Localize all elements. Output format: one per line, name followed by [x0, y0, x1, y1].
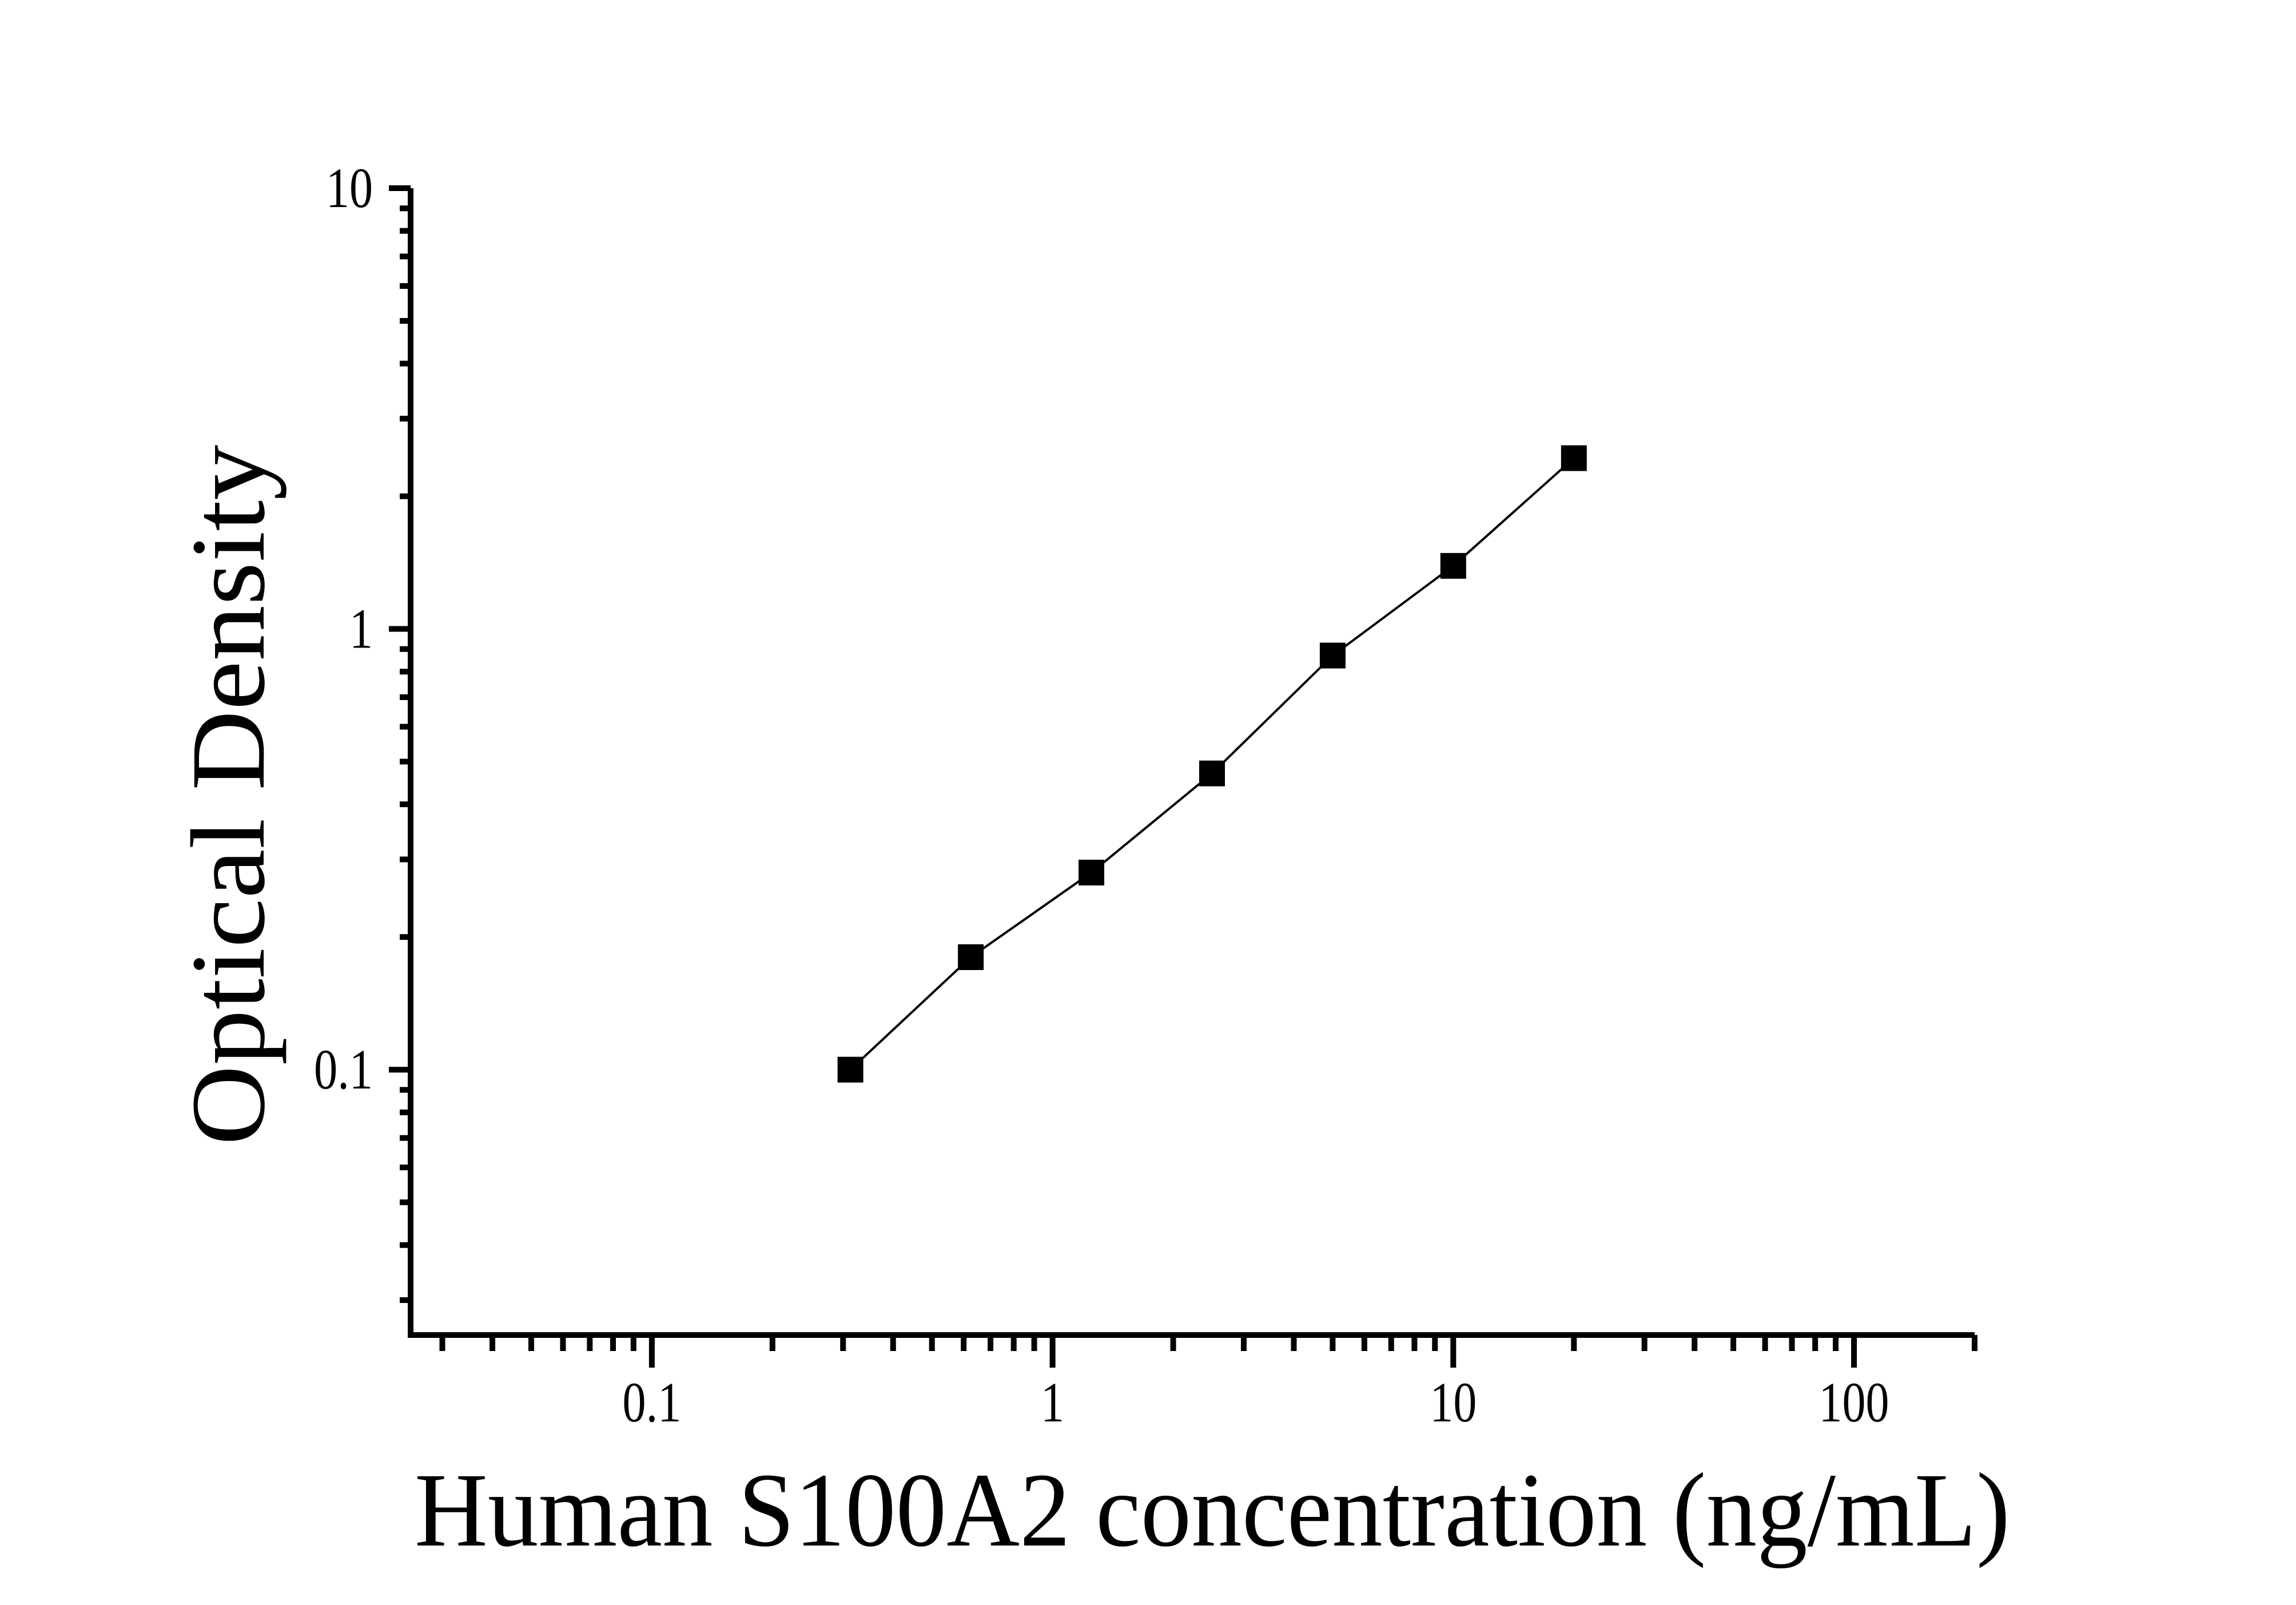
x-tick-label: 100 — [1819, 1370, 1889, 1434]
data-point-marker — [837, 1056, 864, 1083]
data-point-marker — [1440, 553, 1466, 579]
tick-labels-layer: 0.1 1 10 100 0.1 1 10 — [314, 156, 1889, 1434]
x-axis-title: Human S100A2 concentration (ng/mL) — [415, 1452, 2010, 1569]
axes-layer — [408, 188, 1975, 1338]
y-axis-title: Optical Density — [170, 445, 287, 1146]
data-point-marker — [1561, 445, 1587, 471]
ticks-layer — [389, 185, 1977, 1368]
y-tick-label: 10 — [326, 156, 373, 220]
x-tick-label: 10 — [1430, 1370, 1477, 1434]
data-point-marker — [1199, 760, 1225, 786]
data-point-marker — [1079, 860, 1104, 885]
x-tick-label: 0.1 — [622, 1370, 681, 1434]
data-point-marker — [958, 944, 984, 970]
y-tick-label: 1 — [349, 597, 373, 661]
x-tick-label: 1 — [1041, 1370, 1064, 1434]
data-series-layer — [837, 445, 1587, 1083]
y-tick-label: 0.1 — [314, 1038, 373, 1101]
data-point-marker — [1319, 642, 1346, 669]
